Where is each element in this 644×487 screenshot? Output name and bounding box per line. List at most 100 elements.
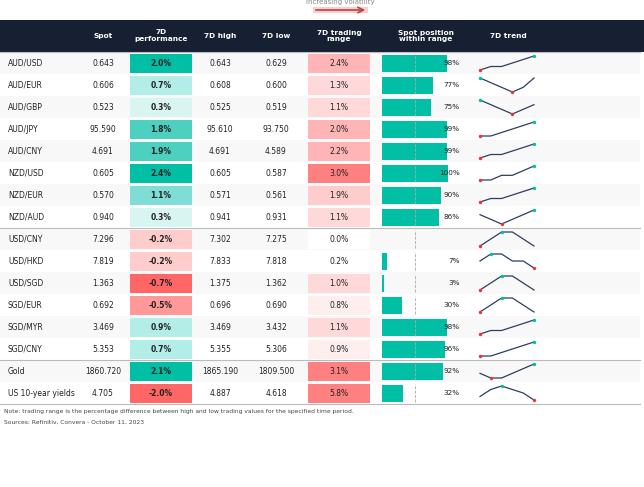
Text: 99%: 99%	[444, 148, 460, 154]
Text: -0.5%: -0.5%	[149, 300, 173, 310]
Text: 0.561: 0.561	[265, 190, 287, 200]
Text: 0.629: 0.629	[265, 58, 287, 68]
Point	[475, 176, 485, 184]
Text: 1.363: 1.363	[92, 279, 114, 287]
Bar	[0, 96, 640, 118]
Point	[529, 316, 539, 324]
Text: 95.590: 95.590	[90, 125, 117, 133]
Text: AUD/GBP: AUD/GBP	[8, 102, 43, 112]
Text: 3.1%: 3.1%	[330, 367, 348, 375]
Point	[475, 308, 485, 316]
Text: 0.605: 0.605	[209, 169, 231, 177]
Text: Note: trading range is the percentage difference between high and low trading va: Note: trading range is the percentage di…	[4, 409, 354, 414]
Text: 0.7%: 0.7%	[151, 80, 171, 90]
Bar	[0, 316, 640, 338]
Text: 2.2%: 2.2%	[330, 147, 348, 155]
Point	[507, 88, 518, 96]
Point	[475, 198, 485, 206]
Text: US 10-year yields: US 10-year yields	[8, 389, 75, 397]
Text: 1.9%: 1.9%	[330, 190, 348, 200]
Bar	[308, 274, 370, 293]
Bar	[382, 385, 403, 401]
Text: 2.4%: 2.4%	[330, 58, 348, 68]
Bar	[0, 250, 640, 272]
Bar	[130, 229, 192, 248]
Text: 0.643: 0.643	[92, 58, 114, 68]
Text: AUD/CNY: AUD/CNY	[8, 147, 43, 155]
Point	[529, 264, 539, 272]
Bar	[0, 272, 640, 294]
Bar	[130, 361, 192, 380]
Bar	[382, 143, 448, 160]
Bar	[0, 118, 640, 140]
Bar	[130, 119, 192, 138]
Text: Spot: Spot	[93, 33, 113, 39]
Bar	[0, 140, 640, 162]
Bar	[308, 97, 370, 116]
Text: 0.940: 0.940	[92, 212, 114, 222]
Point	[529, 206, 539, 214]
Bar	[0, 52, 640, 74]
Bar	[130, 339, 192, 358]
Bar	[130, 97, 192, 116]
Point	[529, 184, 539, 192]
Text: 0.941: 0.941	[209, 212, 231, 222]
Bar	[130, 251, 192, 270]
Text: 1.1%: 1.1%	[330, 322, 348, 332]
Text: USD/SGD: USD/SGD	[8, 279, 43, 287]
Bar	[308, 119, 370, 138]
Text: 0.523: 0.523	[92, 102, 114, 112]
Text: 0.587: 0.587	[265, 169, 287, 177]
Text: AUD/JPY: AUD/JPY	[8, 125, 39, 133]
Text: 7.833: 7.833	[209, 257, 231, 265]
Text: 0.8%: 0.8%	[330, 300, 348, 310]
Bar	[130, 318, 192, 337]
Text: 95.610: 95.610	[207, 125, 233, 133]
Text: -0.2%: -0.2%	[149, 235, 173, 244]
Point	[486, 374, 496, 382]
Text: 92%: 92%	[444, 368, 460, 374]
Bar	[382, 297, 402, 314]
Point	[497, 294, 507, 302]
Text: AUD/USD: AUD/USD	[8, 58, 43, 68]
Text: 3.469: 3.469	[209, 322, 231, 332]
Text: 0.9%: 0.9%	[329, 344, 348, 354]
Bar	[308, 339, 370, 358]
Text: 96%: 96%	[444, 346, 460, 352]
Text: 7D high: 7D high	[204, 33, 236, 39]
Text: 0.9%: 0.9%	[151, 322, 171, 332]
Bar	[382, 98, 431, 115]
Bar	[130, 54, 192, 73]
Bar	[382, 275, 384, 292]
Point	[529, 338, 539, 346]
Text: 1.3%: 1.3%	[330, 80, 348, 90]
Bar	[382, 55, 447, 72]
Bar	[382, 252, 386, 269]
Text: 77%: 77%	[444, 82, 460, 88]
Text: 5.8%: 5.8%	[330, 389, 348, 397]
Text: 4.691: 4.691	[92, 147, 114, 155]
Text: 0.690: 0.690	[265, 300, 287, 310]
Text: 0.600: 0.600	[265, 80, 287, 90]
Bar	[130, 207, 192, 226]
Point	[529, 360, 539, 368]
Text: 0.3%: 0.3%	[151, 102, 171, 112]
Bar	[382, 76, 433, 94]
Point	[497, 272, 507, 280]
Text: 1.0%: 1.0%	[330, 279, 348, 287]
Bar	[308, 383, 370, 402]
Text: 5.306: 5.306	[265, 344, 287, 354]
Bar	[382, 120, 448, 137]
Text: 0.931: 0.931	[265, 212, 287, 222]
Text: 99%: 99%	[444, 126, 460, 132]
Bar	[308, 142, 370, 161]
Text: 0.608: 0.608	[209, 80, 231, 90]
Text: USD/HKD: USD/HKD	[8, 257, 43, 265]
Text: -0.2%: -0.2%	[149, 257, 173, 265]
Text: 4.589: 4.589	[265, 147, 287, 155]
Text: 1809.500: 1809.500	[258, 367, 294, 375]
Text: USD/CNY: USD/CNY	[8, 235, 43, 244]
Bar	[0, 338, 640, 360]
Bar	[382, 340, 446, 357]
Text: 0.571: 0.571	[209, 190, 231, 200]
